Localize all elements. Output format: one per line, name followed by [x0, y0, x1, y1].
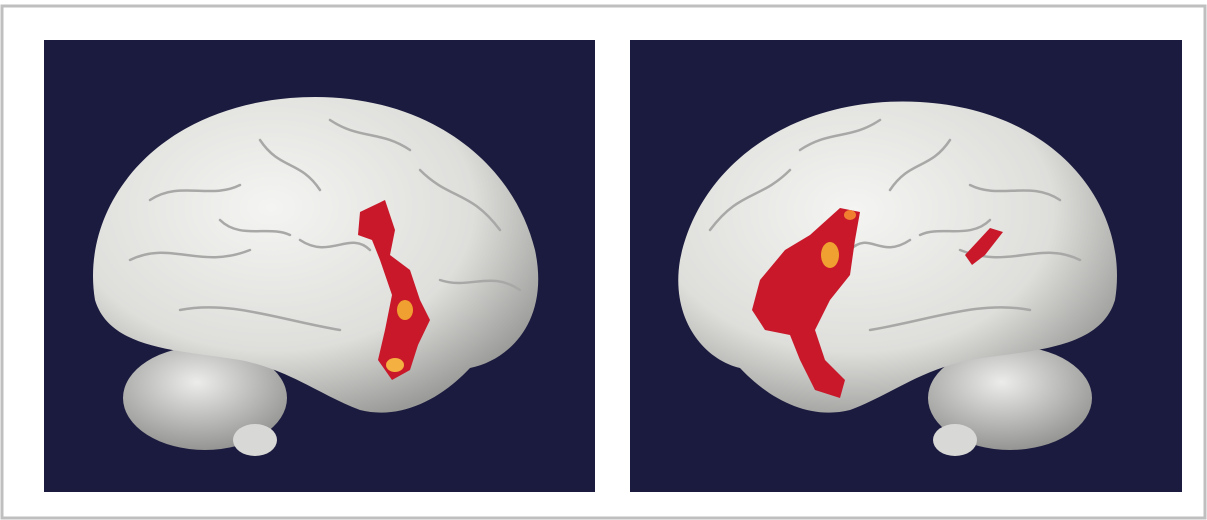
- left-panel: [44, 40, 595, 492]
- activation-peak: [844, 210, 856, 220]
- activation-peak: [397, 300, 413, 320]
- brainstem: [933, 424, 977, 456]
- activation-peak: [386, 358, 404, 372]
- figure: [0, 0, 1207, 520]
- activation-peak: [821, 242, 839, 268]
- page: [0, 0, 1207, 520]
- brainstem: [233, 424, 277, 456]
- right-panel: [630, 40, 1182, 492]
